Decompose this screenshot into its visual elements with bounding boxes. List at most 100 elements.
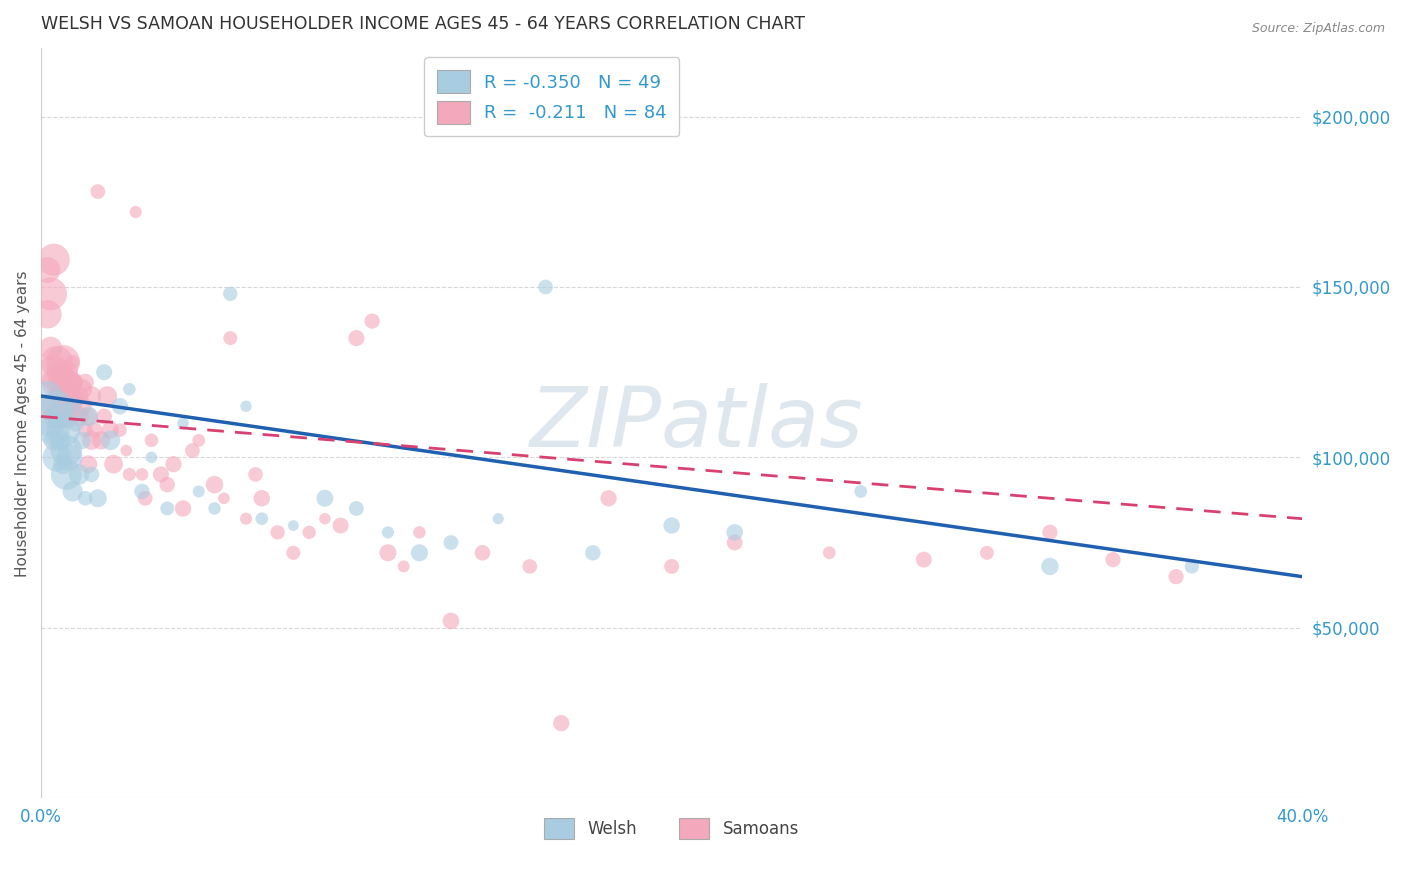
Point [55, 443, 77, 458]
Point [77, 409, 100, 424]
Point [440, 614, 463, 628]
Point [976, 546, 998, 560]
Point [377, 525, 399, 540]
Point [96, 389, 118, 403]
Point [141, 434, 163, 448]
Point [80, 389, 103, 403]
Point [70, 399, 93, 413]
Point [70, 434, 93, 448]
Point [115, 443, 138, 458]
Point [90, 434, 112, 448]
Text: Source: ZipAtlas.com: Source: ZipAtlas.com [1251, 22, 1385, 36]
Point [392, 559, 415, 574]
Point [42, 365, 65, 379]
Point [1039, 559, 1062, 574]
Point [62, 399, 84, 413]
Point [58, 389, 80, 403]
Point [49, 365, 72, 379]
Point [87, 185, 110, 199]
Point [39, 417, 62, 431]
Point [235, 512, 257, 526]
Point [661, 518, 683, 533]
Legend: Welsh, Samoans: Welsh, Samoans [538, 812, 806, 846]
Point [219, 331, 242, 345]
Point [724, 525, 747, 540]
Point [67, 409, 90, 424]
Point [80, 434, 103, 448]
Point [149, 467, 172, 482]
Point [62, 355, 84, 369]
Point [52, 376, 75, 390]
Point [77, 457, 100, 471]
Point [486, 512, 509, 526]
Point [912, 552, 935, 566]
Point [134, 491, 156, 506]
Point [55, 365, 77, 379]
Point [849, 484, 872, 499]
Point [75, 423, 97, 437]
Point [118, 467, 141, 482]
Point [58, 376, 80, 390]
Point [45, 450, 67, 465]
Point [45, 355, 67, 369]
Point [103, 457, 125, 471]
Point [131, 484, 153, 499]
Point [156, 477, 179, 491]
Point [162, 457, 184, 471]
Point [55, 409, 77, 424]
Point [344, 501, 367, 516]
Point [582, 546, 605, 560]
Point [131, 467, 153, 482]
Point [172, 417, 194, 431]
Point [1039, 525, 1062, 540]
Point [283, 518, 305, 533]
Point [108, 399, 131, 413]
Point [724, 535, 747, 549]
Point [181, 443, 204, 458]
Point [45, 399, 67, 413]
Point [172, 501, 194, 516]
Point [550, 716, 572, 731]
Point [118, 382, 141, 396]
Point [204, 501, 226, 516]
Point [187, 434, 209, 448]
Point [266, 525, 288, 540]
Point [45, 376, 67, 390]
Point [471, 546, 494, 560]
Point [100, 434, 122, 448]
Point [80, 467, 103, 482]
Point [39, 286, 62, 301]
Point [187, 484, 209, 499]
Point [408, 546, 430, 560]
Point [125, 205, 148, 219]
Point [314, 491, 336, 506]
Point [661, 559, 683, 574]
Point [62, 376, 84, 390]
Point [598, 491, 620, 506]
Point [49, 434, 72, 448]
Point [1164, 569, 1187, 583]
Point [361, 314, 384, 328]
Point [108, 423, 131, 437]
Point [245, 467, 267, 482]
Point [314, 512, 336, 526]
Point [100, 423, 122, 437]
Point [49, 409, 72, 424]
Point [39, 341, 62, 355]
Text: WELSH VS SAMOAN HOUSEHOLDER INCOME AGES 45 - 64 YEARS CORRELATION CHART: WELSH VS SAMOAN HOUSEHOLDER INCOME AGES … [41, 15, 806, 33]
Point [58, 450, 80, 465]
Point [283, 546, 305, 560]
Point [67, 467, 90, 482]
Point [67, 389, 90, 403]
Point [156, 501, 179, 516]
Point [250, 491, 273, 506]
Point [818, 546, 841, 560]
Point [204, 477, 226, 491]
Point [75, 491, 97, 506]
Point [45, 409, 67, 424]
Point [141, 450, 163, 465]
Point [534, 280, 557, 294]
Point [52, 355, 75, 369]
Point [42, 434, 65, 448]
Point [62, 484, 84, 499]
